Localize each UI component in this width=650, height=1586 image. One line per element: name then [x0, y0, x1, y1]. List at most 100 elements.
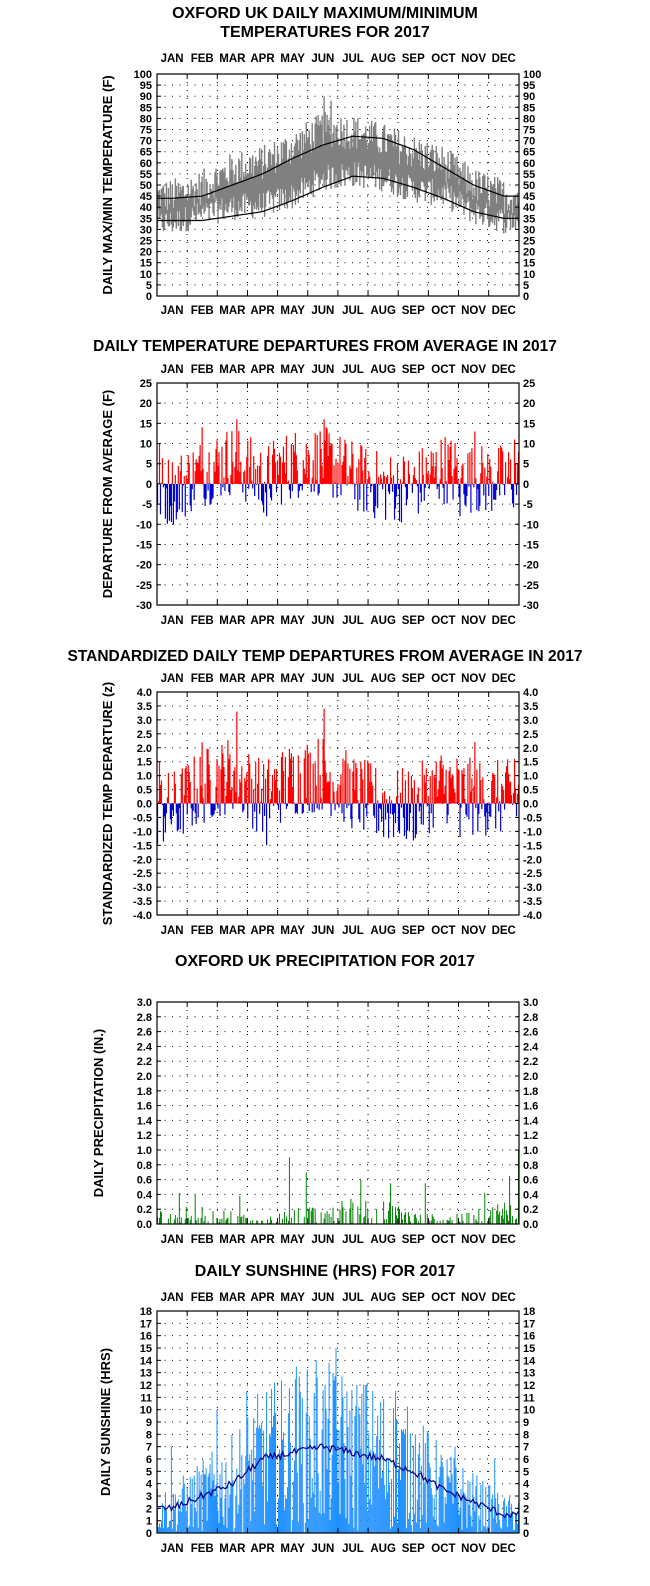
- ytick-left-4-16: 16: [140, 1331, 152, 1343]
- ytick-right-3-6: 1.2: [523, 1130, 538, 1142]
- ytick-right-4-2: 2: [523, 1503, 529, 1515]
- ytick-right-1-4: -10: [523, 519, 539, 531]
- ytick-left-3-8: 1.6: [137, 1101, 152, 1113]
- month-top-0-7: AUG: [370, 53, 396, 65]
- month-top-0-5: JUN: [311, 53, 334, 65]
- ytick-right-1-7: 5: [523, 459, 529, 471]
- ytick-left-3-15: 3.0: [137, 997, 152, 1009]
- ytick-left-2-16: 4.0: [137, 687, 152, 699]
- ytick-right-3-2: 0.4: [523, 1189, 539, 1201]
- ytick-right-0-14: 70: [523, 136, 535, 148]
- month-top-4-9: OCT: [431, 1292, 455, 1304]
- ytick-right-4-8: 8: [523, 1429, 529, 1441]
- ytick-left-3-1: 0.2: [137, 1204, 152, 1216]
- ytick-left-0-1: 5: [146, 280, 152, 292]
- ylabel-3: DAILY PRECIPITATION (IN.): [91, 1029, 106, 1198]
- month-bottom-1-10: NOV: [461, 615, 486, 627]
- ytick-right-1-3: -15: [523, 539, 539, 551]
- month-bottom-0-5: JUN: [311, 305, 334, 317]
- month-top-2-0: JAN: [161, 673, 184, 685]
- month-bottom-0-8: SEP: [402, 305, 425, 317]
- ytick-right-2-9: 0.5: [523, 785, 538, 797]
- sunshine-avg-line: [157, 1443, 520, 1519]
- month-bottom-2-9: OCT: [431, 925, 455, 937]
- month-bottom-3-8: SEP: [402, 1234, 425, 1246]
- ytick-left-0-7: 35: [140, 213, 152, 225]
- month-bottom-4-0: JAN: [161, 1543, 184, 1555]
- plot-frame-0: [156, 73, 520, 297]
- ytick-left-4-1: 1: [146, 1516, 152, 1528]
- month-top-4-10: NOV: [461, 1292, 486, 1304]
- ytick-left-2-14: 3.0: [137, 715, 152, 727]
- ytick-right-0-13: 65: [523, 147, 535, 159]
- ytick-left-4-7: 7: [146, 1442, 152, 1454]
- month-bottom-4-7: AUG: [370, 1543, 396, 1555]
- ytick-right-0-8: 40: [523, 202, 535, 214]
- ytick-left-0-0: 0: [146, 291, 152, 303]
- month-top-0-2: MAR: [219, 53, 246, 65]
- month-top-2-7: AUG: [370, 673, 396, 685]
- plot-frame-3: [156, 1001, 520, 1225]
- month-top-1-1: FEB: [191, 364, 214, 376]
- ytick-right-0-11: 55: [523, 169, 535, 181]
- ytick-right-3-5: 1.0: [523, 1145, 538, 1157]
- ytick-left-0-11: 55: [140, 169, 152, 181]
- ytick-right-4-10: 10: [523, 1405, 535, 1417]
- month-bottom-0-11: DEC: [492, 305, 516, 317]
- month-bottom-2-8: SEP: [402, 925, 425, 937]
- ytick-right-4-15: 15: [523, 1343, 535, 1355]
- ytick-right-0-5: 25: [523, 236, 535, 248]
- month-top-0-8: SEP: [402, 53, 425, 65]
- ytick-right-2-1: -3.5: [523, 896, 542, 908]
- ytick-left-0-20: 100: [134, 69, 152, 81]
- ytick-left-2-4: -2.0: [133, 854, 152, 866]
- ytick-left-4-3: 3: [146, 1491, 152, 1503]
- ytick-left-0-14: 70: [140, 136, 152, 148]
- ytick-left-4-8: 8: [146, 1429, 152, 1441]
- month-top-1-9: OCT: [431, 364, 455, 376]
- month-bottom-0-1: FEB: [191, 305, 214, 317]
- month-top-1-8: SEP: [402, 364, 425, 376]
- ytick-right-4-13: 13: [523, 1368, 535, 1380]
- ytick-right-2-4: -2.0: [523, 854, 542, 866]
- ytick-left-1-4: -10: [136, 519, 152, 531]
- month-bottom-4-6: JUL: [342, 1543, 364, 1555]
- month-bottom-3-9: OCT: [431, 1234, 455, 1246]
- ytick-right-2-5: -1.5: [523, 840, 542, 852]
- ytick-right-3-4: 0.8: [523, 1160, 538, 1172]
- ytick-right-2-0: -4.0: [523, 910, 542, 922]
- ytick-right-4-9: 9: [523, 1417, 529, 1429]
- month-bottom-3-0: JAN: [161, 1234, 184, 1246]
- month-top-4-6: JUL: [342, 1292, 364, 1304]
- ytick-left-2-11: 1.5: [137, 757, 152, 769]
- ytick-left-0-17: 85: [140, 102, 152, 114]
- precip-title: OXFORD UK PRECIPITATION FOR 2017: [175, 953, 475, 970]
- ytick-right-0-0: 0: [523, 291, 529, 303]
- ytick-left-3-9: 1.8: [137, 1086, 152, 1098]
- ytick-left-3-10: 2.0: [137, 1071, 152, 1083]
- ytick-left-0-19: 95: [140, 80, 152, 92]
- ytick-right-1-6: 0: [523, 479, 529, 491]
- ytick-left-1-7: 5: [146, 459, 152, 471]
- month-bottom-3-2: MAR: [219, 1234, 246, 1246]
- month-top-2-3: APR: [250, 673, 275, 685]
- month-bottom-2-0: JAN: [161, 925, 184, 937]
- ytick-left-4-6: 6: [146, 1454, 152, 1466]
- month-bottom-1-8: SEP: [402, 615, 425, 627]
- ytick-right-4-12: 12: [523, 1380, 535, 1392]
- month-top-0-11: DEC: [492, 53, 516, 65]
- month-bottom-1-11: DEC: [492, 615, 516, 627]
- departures-title: DAILY TEMPERATURE DEPARTURES FROM AVERAG…: [93, 338, 557, 355]
- ytick-left-0-4: 20: [140, 247, 152, 259]
- month-top-2-2: MAR: [219, 673, 246, 685]
- month-top-1-7: AUG: [370, 364, 396, 376]
- ytick-right-0-2: 10: [523, 269, 535, 281]
- month-top-4-8: SEP: [402, 1292, 425, 1304]
- ytick-left-0-3: 15: [140, 258, 152, 270]
- month-bottom-0-2: MAR: [219, 305, 246, 317]
- ytick-right-1-8: 10: [523, 439, 535, 451]
- month-bottom-2-10: NOV: [461, 925, 486, 937]
- ytick-left-3-5: 1.0: [137, 1145, 152, 1157]
- ytick-right-2-15: 3.5: [523, 701, 538, 713]
- month-bottom-4-11: DEC: [492, 1543, 516, 1555]
